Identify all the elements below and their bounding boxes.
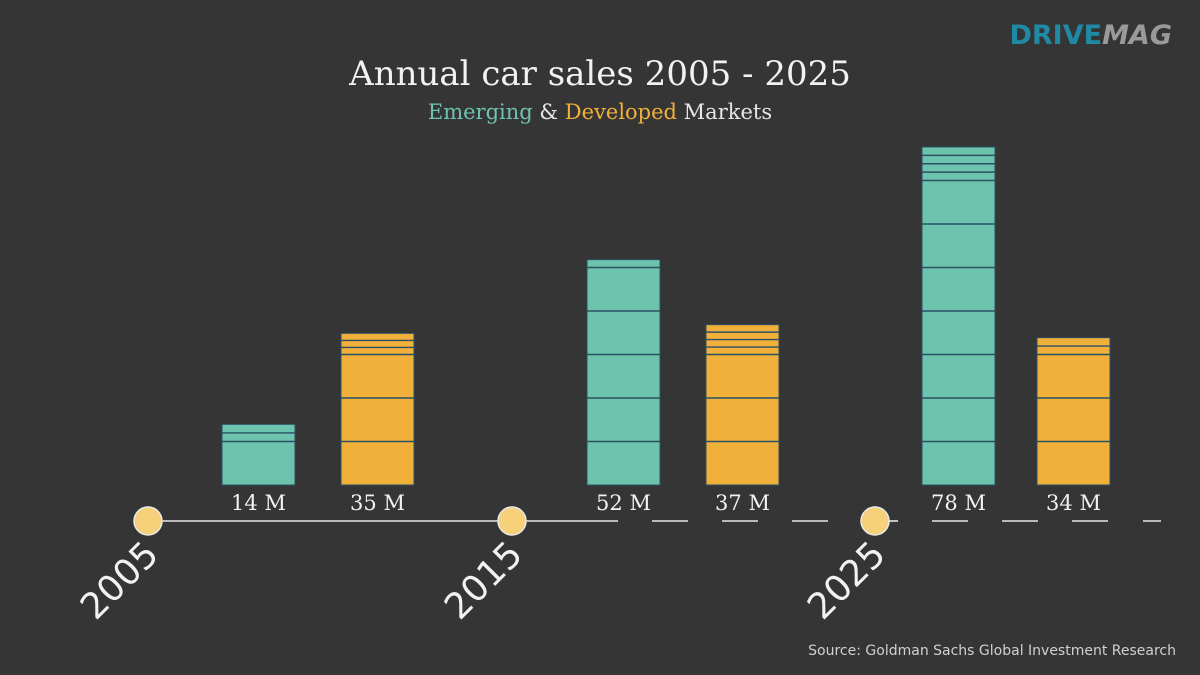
- milestone-marker-2015: [497, 506, 527, 536]
- chart-title: Annual car sales 2005 - 2025: [349, 54, 851, 94]
- subtitle-amp: &: [532, 100, 565, 124]
- bar-emerging-2005: [221, 423, 296, 486]
- bar-emerging-2015: [586, 259, 661, 486]
- value-label-developed-2005: 35 M: [350, 491, 405, 515]
- chart-subtitle: Emerging & Developed Markets: [0, 100, 1200, 124]
- milestone-marker-2005: [133, 506, 163, 536]
- year-label-2025: 2025: [800, 534, 894, 628]
- subtitle-developed: Developed: [564, 100, 677, 124]
- milestone-marker-2025: [860, 506, 890, 536]
- value-label-emerging-2015: 52 M: [596, 491, 651, 515]
- bar-developed-2015: [705, 324, 780, 486]
- value-label-emerging-2025: 78 M: [931, 491, 986, 515]
- bar-developed-2005: [340, 332, 415, 486]
- bar-developed-2025: [1036, 337, 1111, 486]
- value-label-developed-2015: 37 M: [715, 491, 770, 515]
- value-label-emerging-2005: 14 M: [231, 491, 286, 515]
- logo-mag: MAG: [1102, 20, 1172, 51]
- year-label-2005: 2005: [73, 534, 167, 628]
- subtitle-markets: Markets: [677, 100, 773, 124]
- drivemag-logo: DRIVEMAG: [1009, 22, 1172, 49]
- source-note: Source: Goldman Sachs Global Investment …: [808, 643, 1176, 659]
- bar-emerging-2025: [921, 146, 996, 486]
- logo-drive: DRIVE: [1009, 20, 1103, 51]
- value-label-developed-2025: 34 M: [1046, 491, 1101, 515]
- subtitle-emerging: Emerging: [427, 100, 533, 124]
- year-label-2015: 2015: [437, 534, 531, 628]
